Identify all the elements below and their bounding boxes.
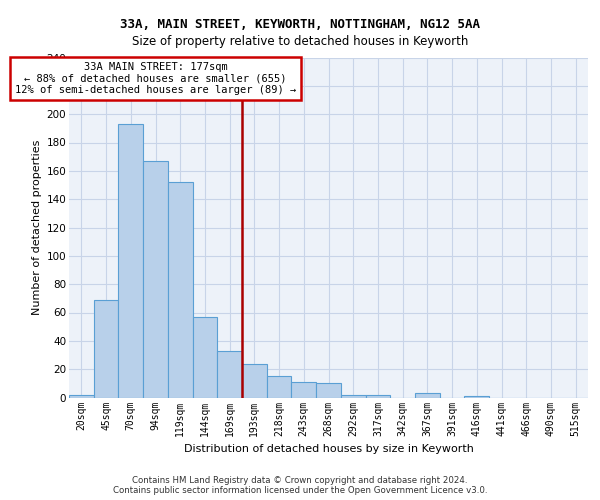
- Text: 33A, MAIN STREET, KEYWORTH, NOTTINGHAM, NG12 5AA: 33A, MAIN STREET, KEYWORTH, NOTTINGHAM, …: [120, 18, 480, 30]
- Bar: [464, 396, 489, 398]
- Text: Size of property relative to detached houses in Keyworth: Size of property relative to detached ho…: [132, 35, 468, 48]
- Bar: [292, 382, 316, 398]
- Bar: [217, 351, 242, 398]
- Bar: [316, 384, 341, 398]
- Bar: [94, 300, 118, 398]
- Bar: [365, 394, 390, 398]
- Bar: [69, 394, 94, 398]
- Bar: [267, 376, 292, 398]
- Bar: [415, 393, 440, 398]
- Bar: [168, 182, 193, 398]
- Bar: [242, 364, 267, 398]
- Text: Contains HM Land Registry data © Crown copyright and database right 2024.: Contains HM Land Registry data © Crown c…: [132, 476, 468, 485]
- X-axis label: Distribution of detached houses by size in Keyworth: Distribution of detached houses by size …: [184, 444, 473, 454]
- Text: Contains public sector information licensed under the Open Government Licence v3: Contains public sector information licen…: [113, 486, 487, 495]
- Y-axis label: Number of detached properties: Number of detached properties: [32, 140, 43, 315]
- Bar: [193, 317, 217, 398]
- Bar: [118, 124, 143, 398]
- Text: 33A MAIN STREET: 177sqm
← 88% of detached houses are smaller (655)
12% of semi-d: 33A MAIN STREET: 177sqm ← 88% of detache…: [15, 62, 296, 95]
- Bar: [341, 394, 365, 398]
- Bar: [143, 161, 168, 398]
